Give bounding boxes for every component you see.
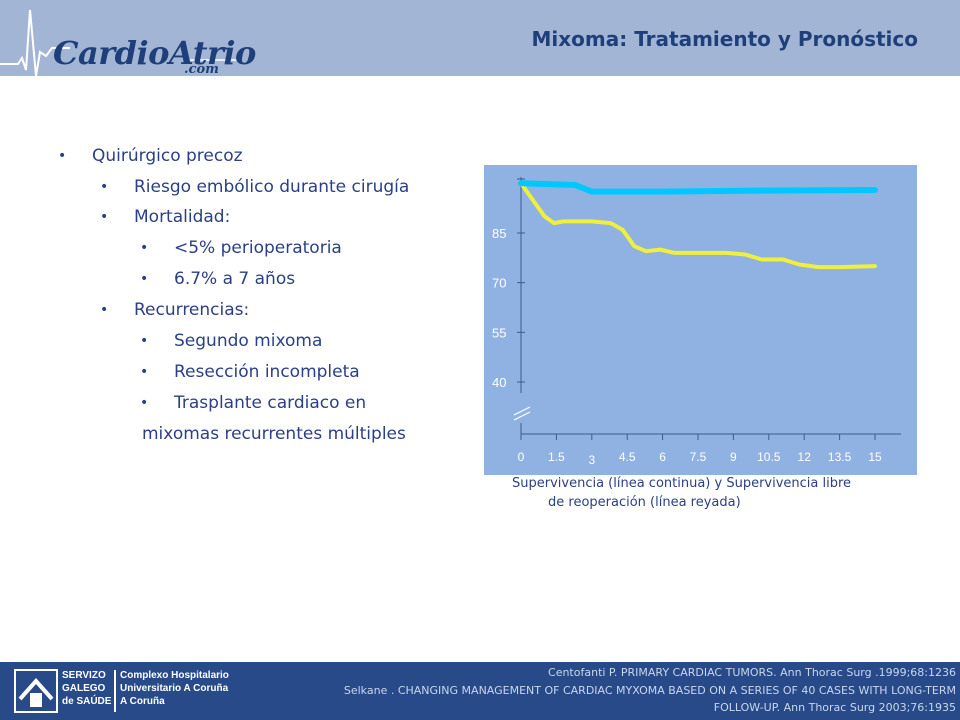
bullet-text: mixomas recurrentes múltiples [142, 424, 406, 444]
sergas-emblem-icon [14, 669, 58, 713]
bullet-item: • 6.7% a 7 años [140, 269, 296, 289]
bullet-text: Mortalidad: [134, 207, 231, 227]
y-tick-label: 85 [492, 226, 506, 241]
bullet-dot: • [58, 148, 67, 164]
y-tick-labels: 40 55 70 85 [492, 178, 525, 390]
bullet-text: Riesgo embólico durante cirugía [134, 177, 410, 197]
bullet-text: Resección incompleta [174, 362, 360, 382]
logo-divider [114, 670, 116, 712]
reference-3: FOLLOW-UP. Ann Thorac Surg 2003;76:1935 [713, 701, 956, 714]
hospital-line-1: Complexo Hospitalario [120, 670, 229, 681]
sergas-line-2: GALEGO [62, 683, 106, 694]
axis-break-mark [513, 406, 531, 416]
y-tick-label: 55 [492, 325, 506, 340]
bullet-item: mixomas recurrentes múltiples [142, 424, 406, 444]
x-tick-label: 10.5 [757, 450, 781, 464]
bullet-item: • Quirúrgico precoz [58, 146, 243, 166]
bullet-dot: • [100, 209, 109, 225]
hospital-line-3: A Coruña [120, 696, 165, 707]
y-tick-label: 40 [492, 375, 506, 390]
logo-text: CardioAtrio [53, 34, 256, 72]
reference-2: Selkane . CHANGING MANAGEMENT OF CARDIAC… [343, 684, 956, 697]
bullet-dot: • [140, 333, 149, 349]
cardioatrio-logo: CardioAtrio .com [0, 0, 256, 77]
chart-axes [513, 177, 901, 436]
x-tick-label: 4.5 [619, 450, 636, 464]
bullet-item: • Mortalidad: [100, 207, 231, 227]
hospital-line-2: Universitario A Coruña [120, 683, 229, 694]
bullet-dot: • [100, 179, 109, 195]
bullet-text: Quirúrgico precoz [92, 146, 243, 166]
bullet-text: Segundo mixoma [174, 331, 323, 351]
x-tick-label: 3 [588, 453, 595, 467]
ecg-trace-icon [0, 9, 240, 76]
reoperation-free-line [519, 181, 877, 270]
bullet-dot: • [100, 302, 109, 318]
x-tick-label: 12 [798, 450, 812, 464]
x-tick-label: 6 [659, 450, 666, 464]
header-bar [0, 0, 960, 76]
bullet-dot: • [140, 395, 149, 411]
hospital-text: Complexo Hospitalario Universitario A Co… [120, 669, 229, 708]
sergas-text: SERVIZO GALEGO de SAÚDE [62, 669, 111, 708]
caption-line-1: Supervivencia (línea continua) y Supervi… [512, 476, 852, 491]
bullet-item: • Recurrencias: [100, 300, 250, 320]
chart-panel [484, 165, 917, 475]
sergas-logo: SERVIZO GALEGO de SAÚDE Complexo Hospita… [12, 666, 229, 716]
bullet-text: <5% perioperatoria [174, 238, 342, 258]
axis-break-mark [513, 411, 531, 421]
x-tick-label: 0 [518, 450, 525, 464]
survival-line [518, 180, 878, 195]
bullet-item: • Trasplante cardiaco en [140, 393, 367, 413]
bullet-dot: • [140, 364, 149, 380]
bullet-dot: • [140, 240, 149, 256]
footer-bar [0, 662, 960, 720]
slide-title: Mixoma: Tratamiento y Pronóstico [531, 27, 918, 51]
sergas-line-1: SERVIZO [62, 670, 106, 681]
logo-suffix: .com [184, 62, 219, 77]
bullet-text: 6.7% a 7 años [174, 269, 296, 289]
caption-line-2: de reoperación (línea reyada) [548, 495, 741, 510]
x-tick-label: 13.5 [828, 450, 852, 464]
x-tick-label: 9 [730, 450, 737, 464]
bullet-item: • Resección incompleta [140, 362, 360, 382]
bullet-item: • <5% perioperatoria [140, 238, 342, 258]
reference-1: Centofanti P. PRIMARY CARDIAC TUMORS. An… [548, 666, 956, 679]
bullet-item: • Segundo mixoma [140, 331, 323, 351]
bullet-dot: • [140, 271, 149, 287]
survival-chart: 40 55 70 85 0 1.5 3 4.5 6 7.5 9 10.5 12 13.5 15 [492, 177, 901, 467]
bullet-text: Trasplante cardiaco en [174, 393, 367, 413]
x-tick-label: 7.5 [690, 450, 707, 464]
x-tick-labels: 0 1.5 3 4.5 6 7.5 9 10.5 12 13.5 15 [518, 434, 882, 467]
bullet-item: • Riesgo embólico durante cirugía [100, 177, 410, 197]
bullet-text: Recurrencias: [134, 300, 250, 320]
y-tick-label: 70 [492, 276, 506, 291]
chart-series [518, 180, 878, 270]
sergas-line-3: de SAÚDE [62, 696, 112, 707]
x-tick-label: 15 [868, 450, 882, 464]
x-tick-label: 1.5 [548, 450, 565, 464]
chart-caption: Supervivencia (línea continua) y Supervi… [512, 474, 922, 512]
